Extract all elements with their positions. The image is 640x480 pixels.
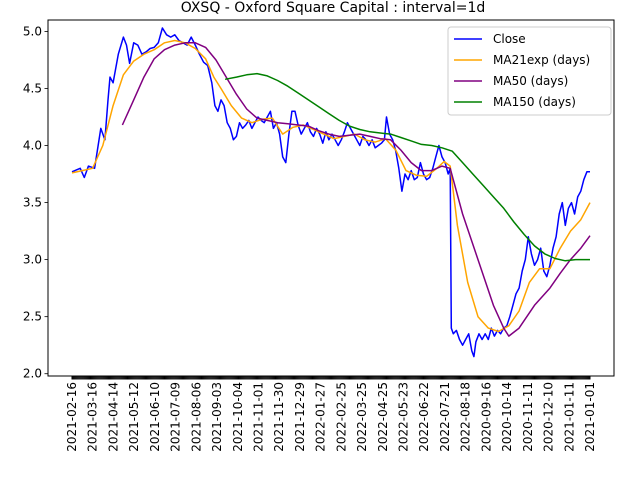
y-axis-ticks: 2.0 2.5 3.0 3.5 4.0 4.5 5.0 [23,24,48,381]
x-tick-label: 2020-10-14 [500,382,514,452]
x-tick-label: 2021-11-01 [252,382,266,452]
y-tick-label: 2.0 [23,367,42,381]
x-tick-label: 2022-08-18 [459,382,473,452]
y-tick-label: 5.0 [23,24,42,38]
x-tick-label: 2022-06-22 [417,382,431,452]
x-tick-label: 2021-02-16 [65,382,79,452]
x-tick-label: 2021-08-06 [189,382,203,452]
x-tick-label: 2021-07-09 [169,382,183,452]
y-tick-label: 3.0 [23,253,42,267]
legend-label: MA150 (days) [493,95,576,109]
x-tick-label: 2021-09-03 [210,382,224,452]
x-tick-label: 2021-10-04 [231,382,245,452]
legend-label: Close [493,32,526,46]
x-tick-label: 2020-12-10 [542,382,556,452]
x-tick-label: 2022-05-23 [397,382,411,452]
x-tick-label: 2022-01-27 [314,382,328,452]
x-tick-label: 2021-01-11 [562,382,576,452]
y-tick-label: 3.5 [23,196,42,210]
legend-box [447,26,612,116]
series-line-ma150-days [224,72,590,262]
x-tick-label: 2022-03-25 [355,382,369,452]
legend-label: MA50 (days) [493,74,568,88]
plot-frame [47,19,615,377]
x-tick-label: 2021-11-30 [272,382,286,452]
x-tick-label: 2022-02-25 [334,382,348,452]
legend-label: MA21exp (days) [493,53,590,67]
series-line-ma50-days [121,42,591,337]
chart-title: OXSQ - Oxford Square Capital : interval=… [181,0,486,16]
x-tick-label: 2021-05-12 [127,382,141,452]
x-tick-label: 2021-01-01 [583,382,597,452]
series-line-ma21exp-days [71,39,591,333]
y-tick-label: 4.5 [23,81,42,95]
x-tick-label: 2020-09-16 [479,382,493,452]
y-tick-label: 4.0 [23,139,42,153]
y-tick-label: 2.5 [23,310,42,324]
x-tick-label: 2021-04-14 [106,382,120,452]
x-tick-label: 2022-07-21 [438,382,452,452]
x-axis-ticks: 2021-02-16 2021-03-16 2021-04-14 2021-05-12… [65,376,597,452]
x-tick-label: 2021-06-10 [148,382,162,452]
x-tick-label: 2021-12-29 [293,382,307,452]
legend: Close MA21exp (days) MA50 (days) MA150 (day… [447,26,612,116]
x-tick-label: 2022-04-25 [376,382,390,452]
x-tick-label: 2021-03-16 [86,382,100,452]
series-layer [71,27,591,358]
x-tick-label: 2020-11-11 [521,382,535,452]
